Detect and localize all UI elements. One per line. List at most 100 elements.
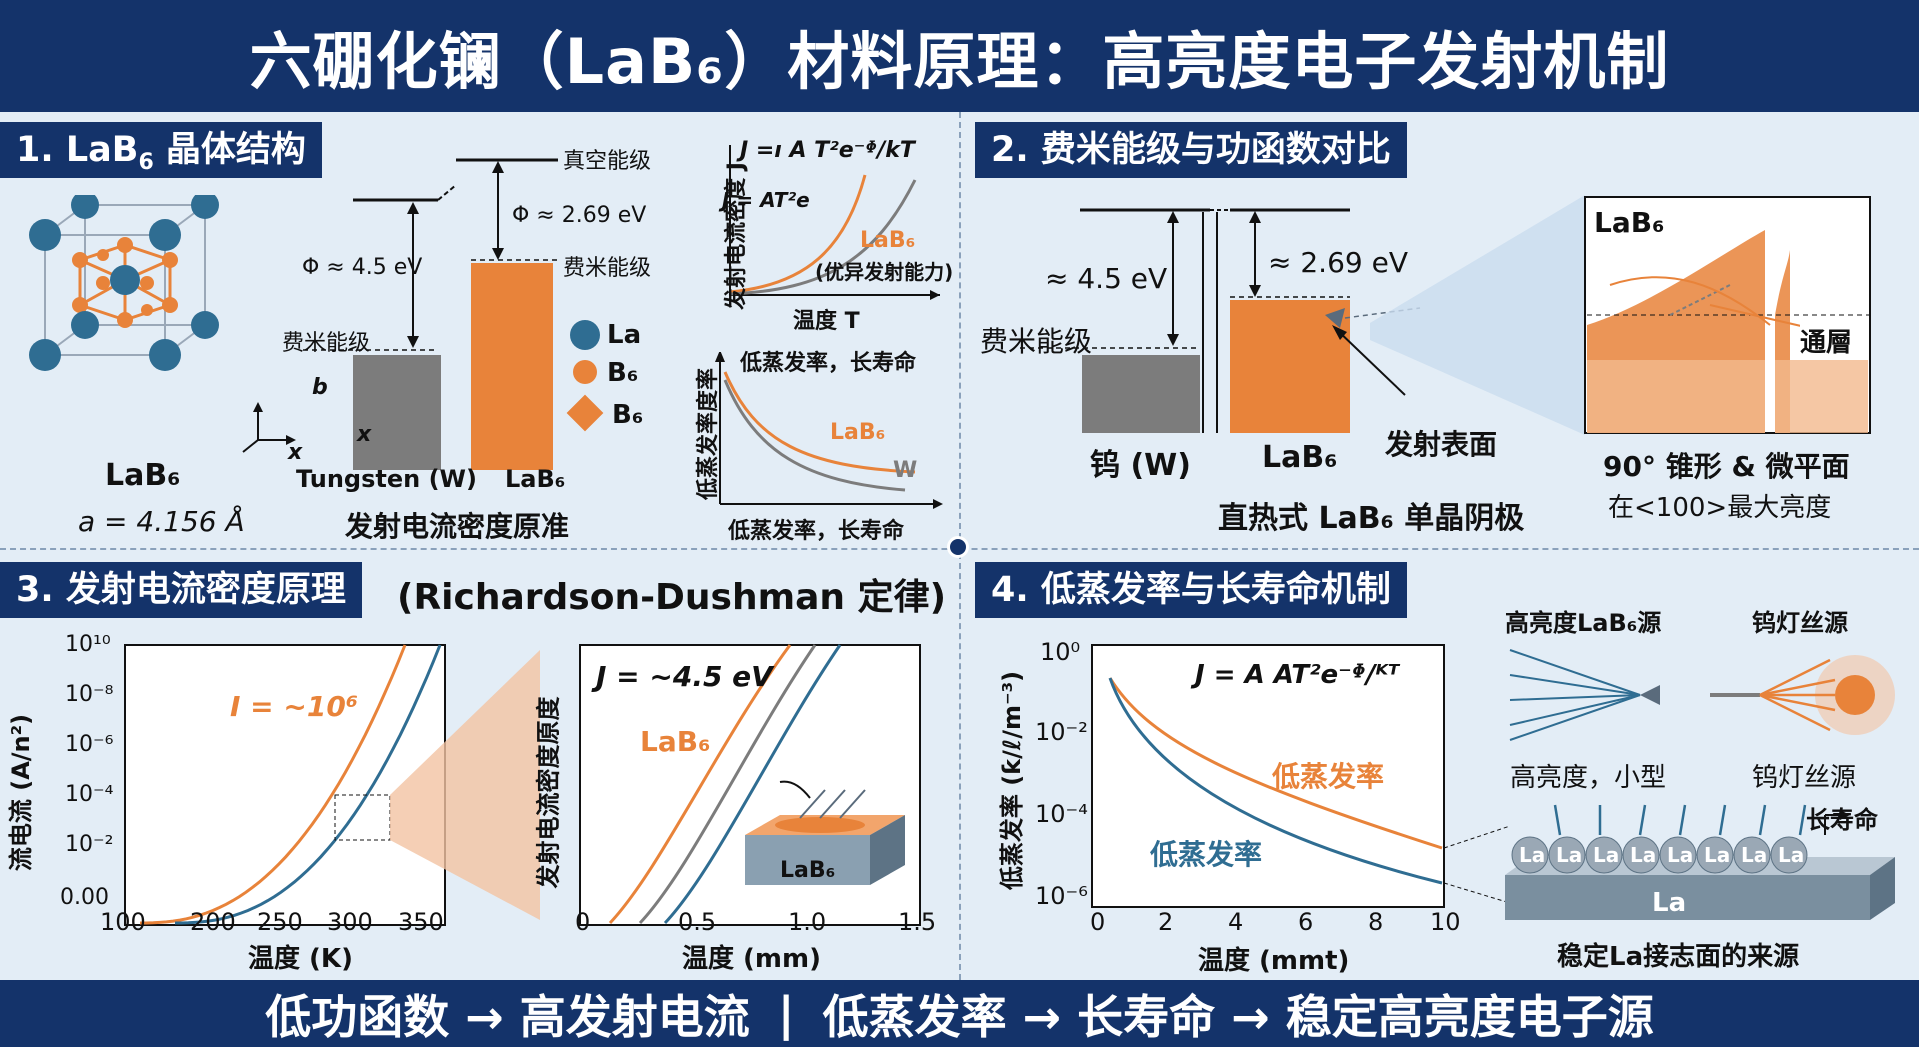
panel4-ylabel: 低蒸发率 (ƙ/ℓ/m⁻³) <box>998 670 1027 891</box>
fermi-level-left-label: 费米能级 <box>282 331 371 356</box>
chart-b-lab6-label: LaB₆ <box>830 420 886 445</box>
fermi-workfunction-diagram <box>1020 208 1421 433</box>
panel2-caption: 直热式 LaB₆ 单晶阴极 <box>1218 501 1525 536</box>
chart-a-xlabel: 温度 T <box>793 309 860 334</box>
p4-xtick-2: 4 <box>1228 908 1244 936</box>
energy-level-diagram <box>242 158 558 470</box>
footer-right: 低蒸发率 → 长寿命 → 稳定高亮度电子源 <box>822 989 1654 1044</box>
block-lab6-label: LaB₆ <box>780 858 836 883</box>
lattice-constant: a = 4.156 Å <box>78 505 245 538</box>
emission-vs-temp-chart <box>729 145 940 300</box>
ytick-3: 10⁻⁴ <box>65 782 114 807</box>
atom-label: La <box>1519 843 1546 867</box>
vacuum-level-label: 真空能级 <box>563 149 652 174</box>
ytick-5: 0.00 <box>60 885 109 910</box>
b6-legend-icon <box>573 360 597 384</box>
blue-series-label: 低蒸发率 <box>1150 838 1263 871</box>
fermi-level-right-label: 费米能级 <box>563 256 652 281</box>
panel2-title: 2. 费米能级与功函数对比 <box>975 122 1407 178</box>
chart-b-title: 低蒸发率，长寿命 <box>740 351 917 376</box>
tungsten-w-label: 钨 (W) <box>1090 448 1191 483</box>
p4-ytick-1: 10⁻² <box>1035 718 1088 746</box>
chart-a-formula: J =ı A T²e⁻ᶲ/kT <box>740 138 915 163</box>
legend-la-label: La <box>607 320 642 350</box>
p4-xtick-3: 6 <box>1298 908 1314 936</box>
panel2-lab6-label: LaB₆ <box>1262 440 1338 475</box>
right-chart-blue-curve <box>663 644 842 925</box>
chart-a-inner-formula: J = AT²e <box>722 188 810 212</box>
atom-label: La <box>1667 843 1694 867</box>
p4-ytick-3: 10⁻⁶ <box>1035 882 1088 910</box>
tungsten-label: Tungsten (W) <box>296 465 477 493</box>
right-chart-gray-curve <box>638 644 817 925</box>
xtick-2: 250 <box>257 908 303 936</box>
xtick-3: 300 <box>327 908 373 936</box>
r-xtick-3: 1.5 <box>898 908 937 936</box>
r-xtick-1: 0.5 <box>678 908 717 936</box>
atom-label: La <box>1741 843 1768 867</box>
xtick-1: 200 <box>190 908 236 936</box>
source-comparison <box>1509 649 1895 741</box>
chart-b-w-label: W <box>893 458 918 483</box>
panel4-caption: 稳定La接志面的来源 <box>1557 942 1800 972</box>
tip-note: 在<100>最大亮度 <box>1608 493 1832 523</box>
evaporation-chart <box>715 352 943 509</box>
long-life-label: 长寿命 <box>1806 806 1878 834</box>
ytick-4: 10⁻² <box>65 832 114 857</box>
chart-b-ylabel: 低蒸发率度率 <box>696 367 722 501</box>
evaporation-rate-chart <box>1091 644 1511 908</box>
atom-label: La <box>1778 843 1805 867</box>
p4-xtick-4: 8 <box>1368 908 1384 936</box>
axis-x-label: x <box>357 422 372 447</box>
panel3-title-tail: (Richardson-Dushman 定律) <box>397 577 947 618</box>
xtick-4: 350 <box>398 908 444 936</box>
right-chart-lab6-label: LaB₆ <box>640 725 711 758</box>
tip-title: 90° 锥形 & 微平面 <box>1603 450 1850 483</box>
r-xtick-2: 1.0 <box>788 908 827 936</box>
right-chart-ylabel: 发射电流密度原度 <box>534 696 563 889</box>
phi-lab6-label: Φ ≈ 2.69 eV <box>512 203 647 228</box>
blue-evap-curve <box>1108 677 1443 885</box>
page-title: 六硼化镧（LaB₆）材料原理：高亮度电子发射机制 <box>249 25 1670 98</box>
panel2-phi-w-label: ≈ 4.5 eV <box>1045 262 1168 295</box>
footer-separator: | <box>777 986 795 1041</box>
chart-a-note: (优异发射能力) <box>815 260 954 284</box>
emit-surface-label: 发射表面 <box>1385 428 1498 461</box>
orange-evap-curve <box>1108 677 1443 850</box>
chart-b-xlabel: 低蒸发率，长寿命 <box>728 519 905 544</box>
panel3-title: 3. 发射电流密度原理 <box>0 562 362 618</box>
r-xtick-0: 0 <box>575 908 591 936</box>
tip-zoom-inset <box>1370 195 1871 435</box>
lab6-bar-label: LaB₆ <box>505 465 566 493</box>
panel1-title: 1. LaB6 晶体结构 <box>0 122 322 178</box>
phi-w-label: Φ ≈ 4.5 eV <box>302 255 423 280</box>
crystal-structure <box>29 195 219 371</box>
inset-lab6-title: LaB₆ <box>1594 206 1665 239</box>
legend-b6-label: B₆ <box>607 358 639 388</box>
right-chart-formula: J = ~4.5 eV <box>596 660 773 693</box>
left-chart-w-curve <box>175 644 442 925</box>
xtick-0: 100 <box>100 908 146 936</box>
la-legend-icon <box>570 320 600 350</box>
panel1-caption: 发射电流密度原准 <box>345 510 570 543</box>
source-a-note: 高亮度，小型 <box>1510 763 1667 793</box>
right-chart-xlabel: 温度 (mm) <box>682 944 822 974</box>
atom-label: La <box>1593 843 1620 867</box>
crystal-name: LaB₆ <box>105 458 181 493</box>
ytick-1: 10⁻⁸ <box>65 682 114 707</box>
chart-a-ylabel: 发射电流密度 J <box>723 162 749 310</box>
p4-xtick-0: 0 <box>1090 908 1106 936</box>
panel4-formula: J = A AT²e⁻ᶲ/ᴷᵀ <box>1195 660 1400 690</box>
atom-label: La <box>1704 843 1731 867</box>
surface-atoms <box>1505 804 1895 920</box>
left-chart-lab6-curve <box>140 644 407 925</box>
base-la-label: La <box>1652 888 1687 918</box>
legend-b6-octa-label: B₆ <box>612 400 644 430</box>
p4-ytick-0: 10⁰ <box>1040 638 1081 666</box>
center-dot <box>947 536 969 558</box>
panel2-phi-lab6-label: ≈ 2.69 eV <box>1268 246 1408 279</box>
orange-series-label: 低蒸发率 <box>1272 760 1385 793</box>
source-b-label: 钨灯丝源 <box>1752 609 1848 637</box>
panel4-xlabel: 温度 (mmt) <box>1198 946 1350 976</box>
p4-ytick-2: 10⁻⁴ <box>1035 800 1088 828</box>
